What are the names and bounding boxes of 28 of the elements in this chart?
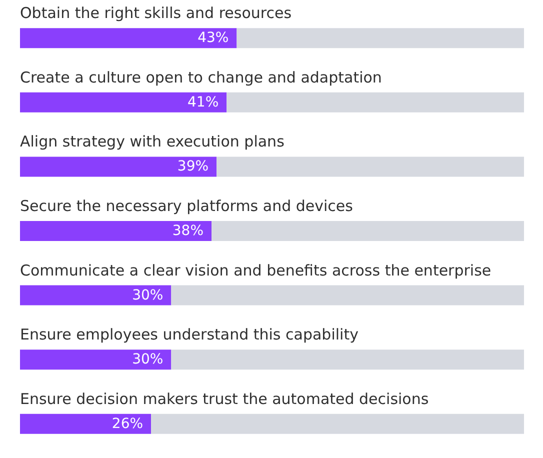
bar (212, 221, 524, 241)
bar (226, 92, 524, 112)
data-label: 41% (188, 94, 219, 110)
bar (20, 414, 152, 434)
bar (171, 350, 524, 370)
bar (20, 285, 172, 306)
bar (20, 350, 172, 370)
data-label: 39% (177, 158, 209, 175)
bar (216, 156, 524, 177)
bar (20, 221, 212, 241)
bar (171, 285, 524, 306)
bar (20, 28, 237, 48)
data-label: 38% (172, 223, 204, 239)
y-tick-label: Secure the necessary platforms and devices (20, 197, 354, 215)
data-label: 30% (132, 352, 164, 368)
bar (20, 92, 227, 112)
bar (20, 156, 217, 177)
y-tick-label: Obtain the right skills and resources (20, 4, 292, 22)
y-tick-label: Ensure decision makers trust the automated decisions (20, 390, 429, 408)
bar (236, 28, 524, 48)
data-label: 30% (132, 287, 164, 304)
y-tick-label: Align strategy with execution plans (20, 132, 285, 151)
data-label: 43% (198, 30, 229, 46)
data-label: 26% (112, 416, 144, 432)
bar (151, 414, 524, 434)
y-tick-label: Create a culture open to change and adaptation (20, 68, 382, 86)
y-tick-label: Ensure employees understand this capability (20, 326, 359, 344)
y-tick-label: Communicate a clear vision and benefits across the enterprise (20, 261, 492, 280)
